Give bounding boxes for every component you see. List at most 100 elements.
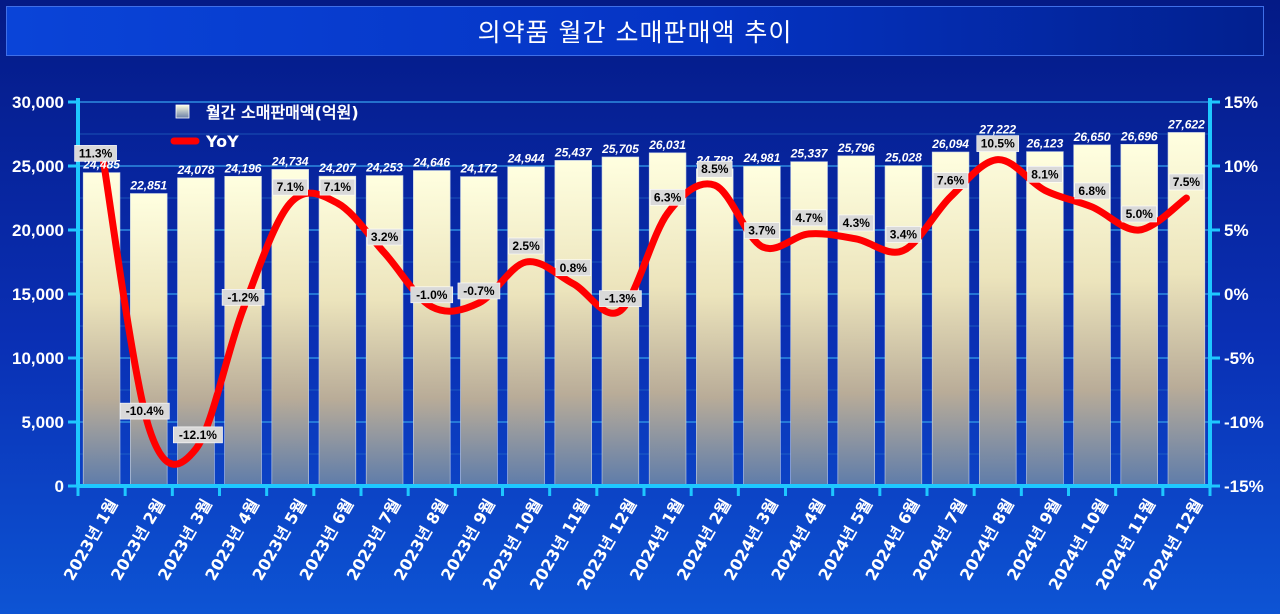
yoy-value-label: 0.8% (560, 261, 588, 275)
yoy-label-box (221, 289, 265, 306)
bar (554, 160, 592, 487)
yoy-label-box (932, 172, 969, 190)
bar (413, 170, 451, 487)
yoy-value-label: 7.1% (324, 180, 352, 194)
bar (318, 175, 357, 487)
bar (1026, 151, 1064, 487)
yoy-label-box (508, 237, 544, 255)
bar-value-label: 24,944 (507, 152, 545, 166)
y-right-tick-label: 0% (1224, 285, 1249, 304)
bar (837, 155, 875, 487)
yoy-label-box (555, 259, 591, 277)
yoy-label-box (649, 189, 686, 206)
bar (130, 193, 168, 487)
bar-value-label: 26,650 (1073, 130, 1111, 144)
bar-value-label: 26,094 (931, 137, 969, 151)
yoy-value-label: 4.7% (795, 211, 823, 225)
yoy-value-label: 7.6% (937, 174, 965, 188)
grid-lines (78, 101, 1210, 487)
legend-bar-label: 월간 소매판매액(억원) (206, 103, 359, 122)
yoy-label-box (1168, 173, 1205, 191)
bar-value-label: 27,622 (1167, 117, 1205, 131)
bar-value-label: 25,437 (554, 145, 593, 159)
yoy-value-label: 3.7% (748, 224, 776, 238)
yoy-line (98, 145, 1190, 468)
bar (365, 175, 404, 487)
bar-value-label: 25,705 (601, 142, 639, 156)
bar-value-label: 24,207 (318, 161, 357, 175)
y-right-tick-label: -5% (1224, 349, 1254, 368)
yoy-value-label: -1.0% (416, 288, 448, 302)
y-left-tick-label: 5,000 (21, 413, 64, 432)
legend: 월간 소매판매액(억원) YoY (170, 103, 359, 151)
y-right-tick-label: -15% (1224, 477, 1264, 496)
yoy-label-box (697, 160, 733, 178)
yoy-value-label: 6.8% (1078, 184, 1106, 198)
yoy-label-box (976, 135, 1020, 152)
y-left-tick-label: 15,000 (12, 285, 64, 304)
bar-value-label: 24,078 (177, 163, 215, 177)
chart-title: 의약품 월간 소매판매액 추이 (6, 6, 1264, 56)
yoy-label-box (119, 402, 170, 420)
bar-value-label: 24,646 (412, 156, 450, 170)
bar (1167, 132, 1206, 487)
yoy-series (98, 145, 1190, 468)
yoy-label-box (410, 286, 454, 304)
yoy-label-box (838, 214, 874, 232)
yoy-label-box (885, 226, 922, 243)
yoy-value-label: 7.5% (1173, 175, 1201, 189)
yoy-value-label: 2.5% (512, 239, 540, 253)
legend-bar-swatch (175, 104, 190, 119)
bar (460, 176, 498, 487)
y-right-tick-label: -10% (1224, 413, 1264, 432)
yoy-label-box (319, 178, 356, 196)
y-right-tick-label: 10% (1224, 157, 1258, 176)
yoy-value-label: 3.4% (890, 227, 918, 241)
bar-value-label: 27,222 (978, 123, 1016, 137)
bar (696, 168, 734, 487)
bar-value-label: 24,196 (224, 161, 262, 175)
yoy-value-label: 11.3% (79, 146, 113, 160)
yoy-value-label: -10.4% (126, 404, 164, 418)
yoy-label-box (272, 178, 308, 196)
yoy-label-box (744, 222, 780, 239)
y-left-tick-label: 20,000 (12, 221, 64, 240)
y-right-tick-label: 15% (1224, 93, 1258, 112)
yoy-label-box (74, 145, 117, 162)
y-right-tick-label: 5% (1224, 221, 1249, 240)
yoy-label-box (1074, 182, 1110, 200)
bar-value-label: 24,253 (365, 161, 403, 175)
yoy-value-label: 6.3% (654, 190, 682, 204)
bar (507, 166, 545, 487)
bar (884, 165, 923, 487)
yoy-value-label: 3.2% (371, 230, 399, 244)
bar (1120, 143, 1158, 487)
yoy-value-label: 4.3% (843, 216, 871, 230)
y-left-tick-label: 30,000 (12, 93, 64, 112)
yoy-label-box (457, 282, 501, 300)
bar-value-label: 24,734 (271, 154, 309, 168)
yoy-value-label: 8.5% (701, 162, 729, 176)
y-left-tick-label: 25,000 (12, 157, 64, 176)
yoy-label-box (366, 228, 403, 246)
bar (743, 165, 781, 487)
y-left-tick-label: 10,000 (12, 349, 64, 368)
yoy-value-label: -0.7% (463, 284, 495, 298)
yoy-value-label: 10.5% (981, 137, 1015, 151)
bar-value-label: 25,337 (790, 147, 829, 161)
yoy-value-label: -1.2% (227, 290, 259, 304)
bar-value-label: 22,851 (129, 179, 167, 193)
bar (224, 175, 262, 487)
yoy-value-label: -12.1% (179, 428, 217, 442)
bar-value-label: 26,696 (1120, 129, 1158, 143)
yoy-value-label: 8.1% (1031, 167, 1059, 181)
yoy-label-box (599, 290, 642, 307)
yoy-label-box (791, 209, 827, 227)
bar-value-label: 26,031 (648, 138, 686, 152)
y-left-tick-label: 0 (55, 477, 64, 496)
bar-value-label: 24,172 (460, 162, 498, 176)
legend-line-label: YoY (205, 132, 239, 151)
bar-value-label: 24,981 (743, 151, 781, 165)
